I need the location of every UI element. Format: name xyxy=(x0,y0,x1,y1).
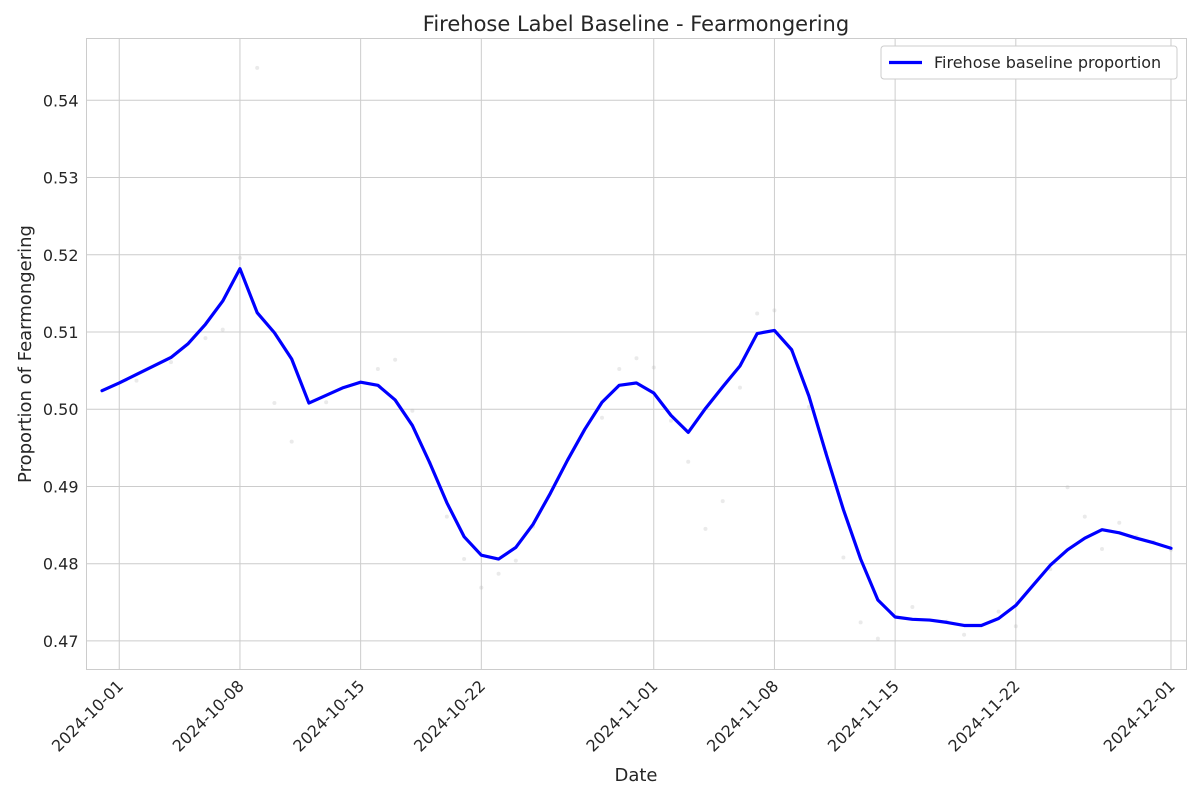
y-tick-label: 0.48 xyxy=(43,555,79,574)
data-point xyxy=(1065,485,1070,490)
y-tick-labels: 0.47 0.48 0.49 0.50 0.51 0.52 0.53 0.54 xyxy=(43,91,79,651)
data-point xyxy=(720,499,725,504)
data-point xyxy=(668,418,673,423)
data-point xyxy=(203,336,208,341)
legend: Firehose baseline proportion xyxy=(880,45,1178,80)
data-point xyxy=(410,408,415,413)
y-tick-label: 0.53 xyxy=(43,169,79,188)
data-point xyxy=(841,555,846,560)
chart-title: Firehose Label Baseline - Fearmongering xyxy=(423,12,849,36)
data-point xyxy=(910,604,915,609)
y-gridlines xyxy=(86,99,1187,642)
data-point xyxy=(462,557,467,562)
y-tick-label: 0.47 xyxy=(43,632,79,651)
x-gridlines xyxy=(118,38,1172,670)
data-point xyxy=(962,632,967,637)
data-point xyxy=(806,404,811,409)
data-point xyxy=(444,514,449,519)
data-point xyxy=(496,571,501,576)
data-point xyxy=(755,311,760,316)
y-tick-label: 0.50 xyxy=(43,400,79,419)
plot-frame xyxy=(86,38,1187,670)
data-point xyxy=(1082,514,1087,519)
data-point xyxy=(634,356,639,361)
data-point xyxy=(996,609,1001,614)
data-point xyxy=(393,357,398,362)
data-point xyxy=(134,378,139,383)
data-point xyxy=(513,558,518,563)
x-axis-label: Date xyxy=(614,765,657,786)
data-point xyxy=(686,459,691,464)
series-line-firehose-baseline xyxy=(100,267,1173,628)
legend-entry-firehose-baseline: Firehose baseline proportion xyxy=(934,53,1161,72)
data-point xyxy=(1117,520,1122,525)
data-point xyxy=(255,65,260,70)
y-tick-label: 0.51 xyxy=(43,323,79,342)
y-tick-label: 0.52 xyxy=(43,246,79,265)
data-point xyxy=(479,585,484,590)
data-point xyxy=(875,636,880,641)
data-point xyxy=(220,327,225,332)
data-point xyxy=(272,401,277,406)
data-point xyxy=(168,360,173,365)
data-point xyxy=(1013,624,1018,629)
data-point xyxy=(324,400,329,405)
data-point xyxy=(375,367,380,372)
data-point xyxy=(289,439,294,444)
y-tick-label: 0.49 xyxy=(43,477,79,496)
data-point xyxy=(772,308,777,313)
data-point xyxy=(617,367,622,372)
data-point xyxy=(651,365,656,370)
y-tick-label: 0.54 xyxy=(43,91,79,110)
data-point xyxy=(1100,547,1105,552)
data-point xyxy=(600,415,605,420)
data-point xyxy=(703,526,708,531)
data-point xyxy=(737,385,742,390)
y-axis-label: Proportion of Fearmongering xyxy=(15,225,36,483)
data-point xyxy=(858,620,863,625)
legend-box xyxy=(880,45,1178,80)
data-point xyxy=(237,255,242,260)
